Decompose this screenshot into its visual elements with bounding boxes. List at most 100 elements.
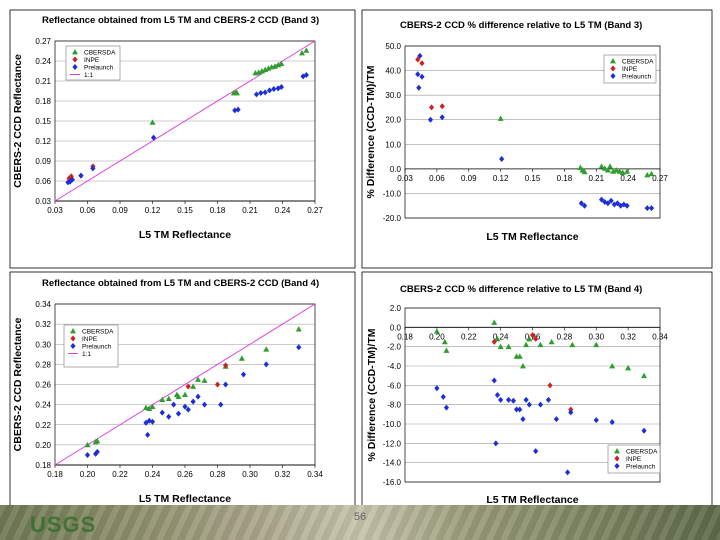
x-tick-label: 0.34 [307, 470, 323, 479]
data-point-cbersda [278, 60, 285, 67]
data-point-inpe [491, 338, 497, 345]
data-point-inpe [223, 362, 229, 369]
data-point-cbersda [641, 372, 648, 379]
x-tick-label: 0.22 [461, 332, 477, 341]
data-point-prelaunch [499, 156, 505, 163]
y-tick-label: -10.0 [383, 189, 402, 198]
data-point-prelaunch [278, 84, 285, 90]
data-point-prelaunch [416, 84, 422, 91]
y-tick-label: 0.30 [35, 340, 51, 349]
data-point-cbersda [497, 115, 504, 121]
y-tick-label: -6.0 [387, 381, 401, 390]
data-point-prelaunch [491, 377, 497, 384]
y-tick-label: 2.0 [390, 304, 402, 313]
x-tick-label: 0.30 [242, 470, 258, 479]
plot-area [404, 307, 661, 483]
legend-label: INPE [626, 456, 642, 463]
data-point-prelaunch [517, 406, 523, 413]
x-tick-label: 0.32 [275, 470, 291, 479]
data-point-cbersda [648, 170, 655, 177]
data-point-cbersda [159, 396, 166, 402]
data-point-cbersda [195, 376, 201, 382]
data-point-cbersda [443, 347, 450, 353]
data-point-cbersda [526, 335, 533, 342]
chart-frame [361, 9, 713, 269]
data-point-prelaunch [510, 397, 516, 404]
legend-label: CBERSDA [82, 329, 114, 336]
data-point-prelaunch [533, 448, 539, 455]
y-tick-label: 0.32 [35, 320, 51, 329]
data-point-prelaunch [624, 202, 630, 209]
y-tick-label: -16.0 [383, 478, 402, 487]
data-point-cbersda [625, 364, 632, 371]
y-tick-label: 0.06 [35, 177, 51, 186]
data-point-cbersda [624, 168, 631, 174]
data-point-prelaunch [605, 200, 611, 207]
data-point-prelaunch [201, 401, 208, 408]
data-point-cbersda [505, 343, 512, 350]
chart-difference-band4: CBERS-2 CCD % difference relative to L5 … [361, 271, 713, 513]
legend-swatch-prelaunch [614, 463, 620, 469]
y-tick-label: 0.34 [35, 300, 51, 309]
y-axis-title: % Difference (CCD-TM)/TM [366, 328, 378, 461]
y-tick-label: 0.0 [390, 323, 402, 332]
data-point-cbersda [149, 403, 156, 410]
legend-swatch-cbersda [72, 49, 78, 55]
data-point-cbersda [201, 377, 208, 383]
y-axis-title: CBERS-2 CCD Reflectance [12, 318, 24, 452]
y-tick-label: 0.27 [35, 37, 51, 46]
y-tick-label: 50.0 [385, 42, 401, 51]
data-point-prelaunch [218, 401, 224, 408]
x-tick-label: 0.06 [80, 206, 96, 215]
x-tick-label: 0.18 [557, 174, 573, 183]
chart-frame [9, 271, 356, 513]
x-tick-label: 0.22 [112, 470, 128, 479]
y-tick-label: 0.20 [35, 441, 51, 450]
data-point-inpe [547, 382, 553, 389]
data-point-cbersda [604, 167, 611, 173]
data-point-cbersda [569, 341, 576, 348]
data-point-prelaunch [415, 71, 421, 78]
data-point-cbersda [607, 163, 614, 169]
legend-swatch-prelaunch [70, 343, 76, 349]
data-point-prelaunch [614, 200, 621, 207]
data-point-prelaunch [258, 90, 264, 96]
legend-swatch-inpe [72, 56, 78, 63]
data-point-prelaunch [65, 179, 71, 186]
y-tick-label: -2.0 [387, 343, 401, 352]
data-point-cbersda [609, 363, 616, 369]
y-tick-label: 0.22 [35, 421, 51, 430]
y-tick-label: 0.18 [35, 97, 51, 106]
data-point-cbersda [94, 437, 101, 444]
data-point-cbersda [523, 341, 530, 348]
data-point-prelaunch [266, 87, 273, 94]
data-point-prelaunch [175, 410, 182, 417]
x-axis-title: L5 TM Reflectance [139, 493, 231, 505]
data-point-prelaunch [439, 114, 445, 121]
data-point-cbersda [519, 363, 526, 369]
legend-label: INPE [84, 57, 100, 64]
x-axis-title: L5 TM Reflectance [486, 494, 578, 506]
legend-swatch-prelaunch [72, 64, 78, 70]
data-point-prelaunch [581, 202, 588, 209]
data-point-prelaunch [93, 450, 99, 457]
data-point-prelaunch [159, 409, 165, 416]
data-point-prelaunch [145, 431, 151, 438]
legend-swatch-inpe [614, 455, 620, 462]
data-point-prelaunch [537, 401, 544, 408]
data-point-prelaunch [149, 418, 156, 425]
data-point-inpe [419, 60, 425, 67]
data-point-cbersda [494, 335, 501, 342]
data-point-inpe [415, 56, 421, 63]
footer-banner: USGS 56 [0, 505, 720, 540]
chart-reflectance-band4: Reflectance obtained from L5 TM and CBER… [9, 271, 356, 513]
y-tick-label: 10.0 [385, 140, 401, 149]
x-tick-label: 0.15 [177, 206, 193, 215]
x-tick-label: 0.30 [588, 332, 604, 341]
data-point-prelaunch [608, 197, 614, 204]
x-tick-label: 0.28 [557, 332, 573, 341]
data-point-cbersda [601, 165, 608, 171]
y-tick-label: 0.26 [35, 381, 51, 390]
legend-label: Prelaunch [84, 65, 114, 72]
data-point-inpe [214, 381, 221, 388]
